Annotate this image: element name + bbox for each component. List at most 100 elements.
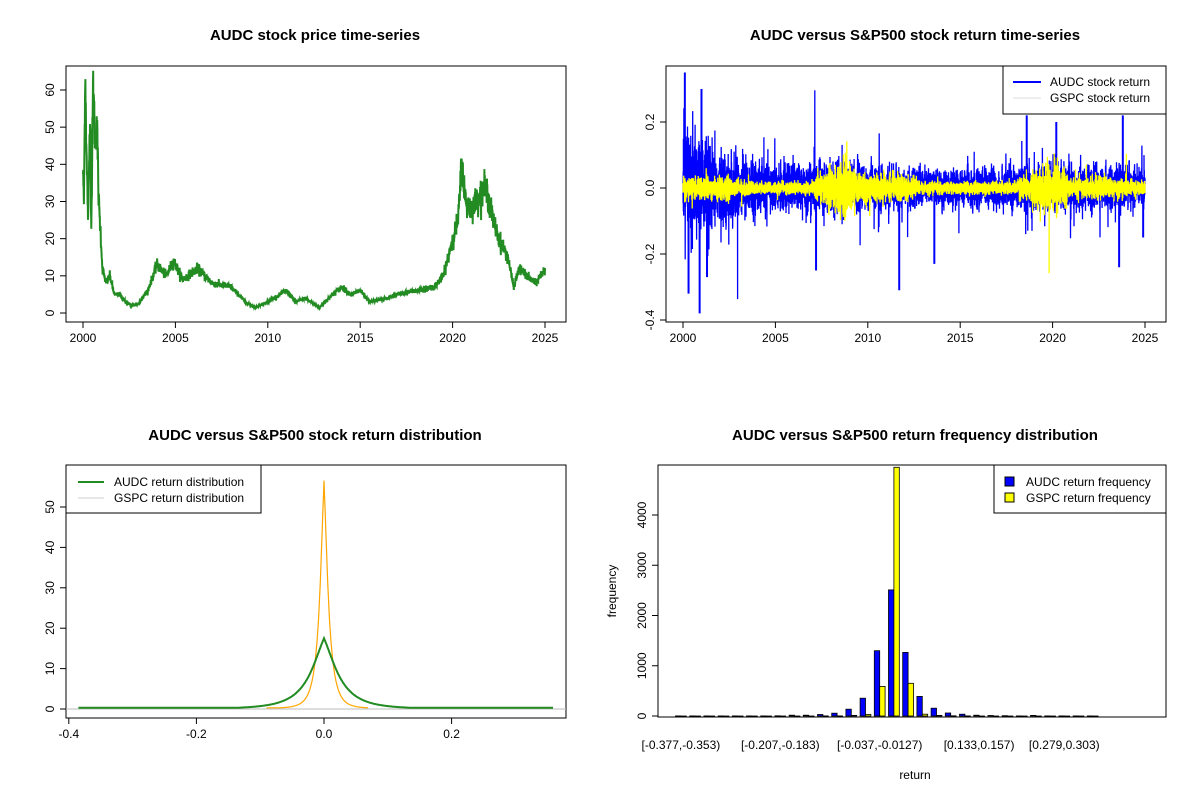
- legend-label: GSPC return frequency: [1026, 491, 1151, 505]
- legend-swatch: [1004, 492, 1015, 503]
- y-tick-label: 60: [43, 83, 57, 97]
- audc-density-line: [78, 635, 553, 709]
- chart-title: AUDC versus S&P500 stock return time-ser…: [750, 27, 1080, 44]
- audc-bar: [831, 712, 838, 717]
- audc-bar: [1015, 715, 1023, 717]
- legend: AUDC stock return GSPC stock return: [1002, 65, 1167, 115]
- legend-box: [65, 464, 262, 514]
- gspc-bar: [708, 715, 716, 717]
- gspc-bar: [850, 715, 858, 717]
- gspc-bar: [893, 466, 900, 717]
- audc-bar: [1086, 715, 1094, 717]
- gspc-bar: [1021, 715, 1028, 717]
- audc-bar: [888, 589, 895, 717]
- audc-bar: [930, 707, 937, 717]
- gspc-bar: [694, 715, 701, 717]
- chart-title: AUDC versus S&P500 stock return distribu…: [148, 427, 481, 444]
- y-tick-label: 0: [635, 712, 649, 719]
- audc-bar: [802, 714, 810, 717]
- x-tick-label: 2000: [70, 331, 97, 345]
- legend-label: GSPC return distribution: [114, 491, 244, 505]
- gspc-bar: [737, 715, 744, 717]
- gspc-bar: [879, 686, 886, 717]
- y-tick-label: -0.2: [643, 243, 657, 264]
- audc-bar: [973, 714, 980, 717]
- audc-bar: [944, 712, 952, 717]
- legend-label: GSPC stock return: [1050, 91, 1150, 105]
- audc-bar: [873, 650, 881, 717]
- y-tick-label: 4000: [635, 501, 649, 528]
- x-tick-label: [-0.037,-0.0127): [837, 738, 922, 752]
- returns-panel: AUDC versus S&P500 stock return time-ser…: [643, 27, 1167, 345]
- audc-bar: [859, 697, 866, 717]
- gspc-bar: [921, 713, 929, 717]
- audc-bar: [916, 696, 923, 717]
- audc-bar: [1030, 715, 1037, 717]
- gspc-bar: [680, 715, 687, 717]
- audc-bar: [987, 715, 994, 717]
- gspc-bar: [992, 715, 1000, 717]
- audc-bar: [746, 715, 753, 717]
- gspc-return-line: [682, 141, 1146, 274]
- audc-bar: [703, 715, 710, 717]
- gspc-bar: [836, 715, 843, 717]
- y-tick-label: 40: [43, 540, 57, 554]
- x-tick-label: 2005: [762, 331, 789, 345]
- audc-bar: [731, 715, 739, 717]
- legend: AUDC return distribution GSPC return dist…: [65, 464, 262, 514]
- audc-bar: [760, 715, 767, 717]
- x-tick-label: -0.2: [186, 727, 207, 741]
- x-tick-label: 0.0: [316, 727, 333, 741]
- legend: AUDC return frequency GSPC return frequen…: [993, 464, 1167, 514]
- y-tick-label: 10: [43, 269, 57, 283]
- chart-title: AUDC stock price time-series: [210, 27, 420, 44]
- gspc-bar: [751, 715, 758, 717]
- x-tick-label: -0.4: [58, 727, 79, 741]
- y-tick-label: 30: [43, 581, 57, 595]
- y-tick-label: 2000: [635, 602, 649, 629]
- y-tick-label: 50: [43, 500, 57, 514]
- gspc-bar: [822, 715, 829, 717]
- gspc-bar: [865, 714, 872, 717]
- audc-bar: [817, 714, 824, 717]
- y-tick-label: 50: [43, 120, 57, 134]
- gspc-bar: [1092, 715, 1099, 717]
- audc-bar: [1001, 715, 1008, 717]
- audc-bar: [959, 713, 966, 717]
- audc-bar: [675, 715, 682, 717]
- x-tick-label: 2025: [1132, 331, 1159, 345]
- x-tick-label: 2020: [1039, 331, 1066, 345]
- y-axis-label: frequency: [605, 565, 619, 618]
- audc-bar: [1044, 715, 1051, 717]
- gspc-bar: [794, 715, 801, 717]
- plot-frame: [65, 65, 567, 323]
- x-tick-label: 2015: [347, 331, 374, 345]
- y-tick-label: 0.2: [643, 113, 657, 130]
- x-tick-label: [-0.377,-0.353): [642, 738, 721, 752]
- gspc-bar: [1063, 715, 1071, 717]
- legend-box: [993, 464, 1167, 514]
- histogram-panel: AUDC versus S&P500 return frequency dist…: [605, 427, 1167, 782]
- y-tick-label: 20: [43, 232, 57, 246]
- audc-bar: [788, 714, 795, 717]
- x-tick-label: 2005: [162, 331, 189, 345]
- y-tick-label: 40: [43, 157, 57, 171]
- x-axis-label: return: [899, 768, 930, 782]
- gspc-bar: [765, 715, 772, 717]
- legend-box: [1002, 65, 1167, 115]
- legend-swatch: [1004, 476, 1015, 487]
- price-panel: AUDC stock price time-series 2000 2005 201…: [43, 27, 567, 345]
- x-tick-label: [0.133,0.157): [944, 738, 1015, 752]
- gspc-bar: [808, 715, 815, 717]
- gspc-bar: [1049, 715, 1056, 717]
- gspc-bar: [936, 715, 943, 717]
- x-tick-label: 2015: [947, 331, 974, 345]
- gspc-bar: [1035, 715, 1042, 717]
- y-tick-label: 20: [43, 621, 57, 635]
- x-tick-label: 2010: [854, 331, 881, 345]
- gspc-bar: [1078, 715, 1085, 717]
- y-tick-label: -0.4: [643, 309, 657, 330]
- chart-title: AUDC versus S&P500 return frequency dist…: [732, 427, 1098, 444]
- gspc-density-line: [266, 480, 368, 709]
- price-line: [82, 70, 546, 312]
